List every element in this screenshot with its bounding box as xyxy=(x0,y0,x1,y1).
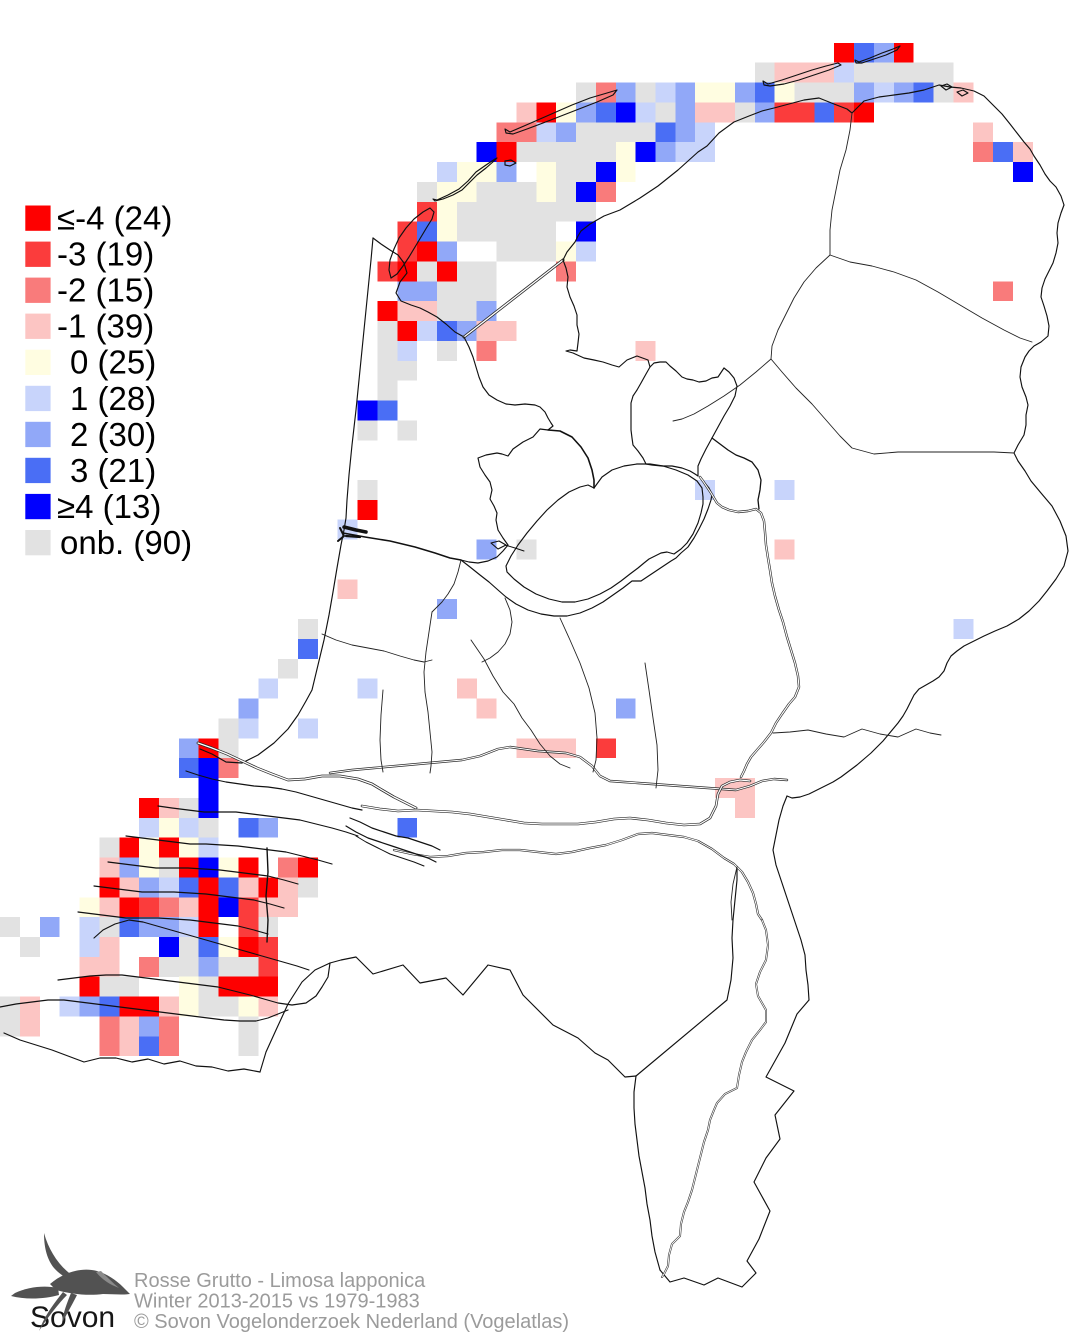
svg-text:© Sovon Vogelonderzoek Nederla: © Sovon Vogelonderzoek Nederland (Vogela… xyxy=(134,1311,569,1333)
svg-text:2 (30): 2 (30) xyxy=(70,416,156,453)
svg-text:≤-4 (24): ≤-4 (24) xyxy=(57,200,172,237)
svg-text:3 (21): 3 (21) xyxy=(70,452,156,489)
svg-text:0 (25): 0 (25) xyxy=(70,344,156,381)
svg-text:Sovon: Sovon xyxy=(30,1301,115,1334)
svg-text:-1 (39): -1 (39) xyxy=(57,308,154,345)
svg-text:-3 (19): -3 (19) xyxy=(57,236,154,273)
svg-text:Rosse Grutto - Limosa lapponic: Rosse Grutto - Limosa lapponica xyxy=(134,1270,426,1292)
svg-text:onb. (90): onb. (90) xyxy=(60,524,192,561)
svg-text:≥4 (13): ≥4 (13) xyxy=(57,488,161,525)
svg-text:1 (28): 1 (28) xyxy=(70,380,156,417)
svg-text:-2 (15): -2 (15) xyxy=(57,272,154,309)
svg-text:Winter 2013-2015 vs 1979-1983: Winter 2013-2015 vs 1979-1983 xyxy=(134,1291,420,1313)
